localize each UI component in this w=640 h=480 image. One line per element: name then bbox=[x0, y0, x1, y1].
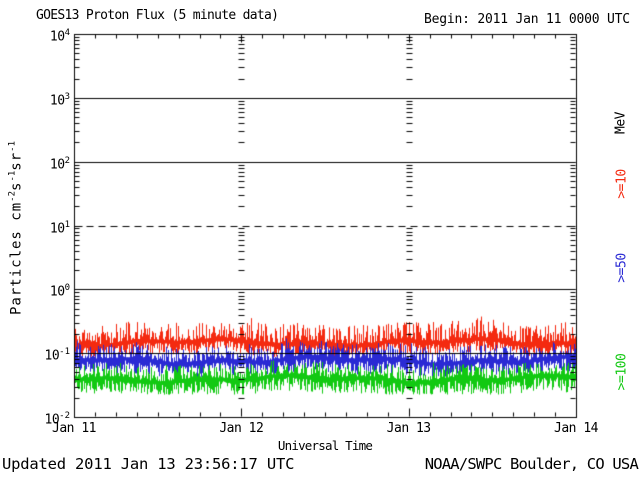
y-tick-label: 100 bbox=[49, 283, 70, 300]
x-axis-title: Universal Time bbox=[277, 438, 373, 453]
right-axis-unit-label: MeV bbox=[613, 112, 629, 134]
legend-ge10mev-label: >=10 bbox=[614, 169, 630, 199]
x-tick-label: Jan 12 bbox=[219, 421, 264, 436]
y-tick-label: 10-2 bbox=[44, 411, 71, 428]
chart-title: GOES13 Proton Flux (5 minute data) bbox=[36, 8, 279, 23]
y-tick-label: 101 bbox=[49, 219, 70, 236]
legend-ge50mev-label: >=50 bbox=[614, 253, 630, 283]
x-tick-label: Jan 11 bbox=[52, 421, 96, 436]
x-tick-label: Jan 13 bbox=[386, 421, 431, 436]
begin-time-label: Begin: 2011 Jan 11 0000 UTC bbox=[424, 12, 630, 27]
x-tick-label: Jan 14 bbox=[554, 421, 598, 436]
y-axis-unit-label: Particles cm-2s-1sr-1 bbox=[7, 141, 25, 315]
y-tick-label: 102 bbox=[49, 155, 70, 172]
updated-timestamp: Updated 2011 Jan 13 23:56:17 UTC bbox=[2, 455, 295, 473]
y-tick-label: 103 bbox=[49, 91, 70, 109]
credit-label: NOAA/SWPC Boulder, CO USA bbox=[424, 455, 639, 473]
y-tick-label: 10-1 bbox=[44, 347, 71, 364]
legend-ge100mev-label: >=100 bbox=[614, 353, 630, 391]
y-tick-label: 104 bbox=[49, 28, 70, 45]
